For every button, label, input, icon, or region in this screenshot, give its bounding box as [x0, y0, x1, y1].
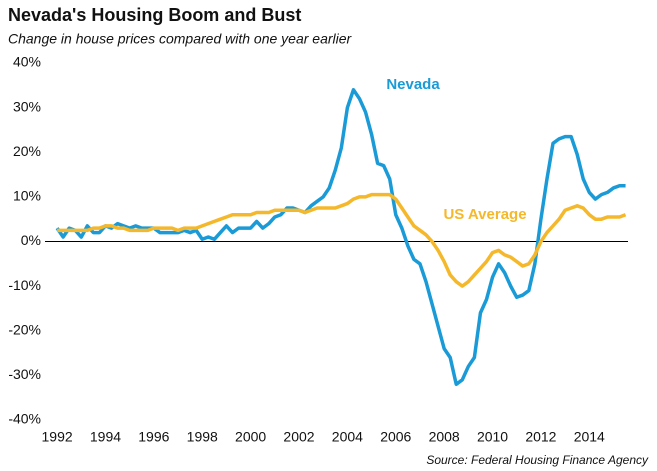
y-tick-label: -10%: [8, 277, 41, 293]
x-tick-label: 2014: [574, 429, 605, 445]
y-tick-label: 10%: [13, 188, 41, 204]
x-tick-label: 1996: [138, 429, 169, 445]
x-tick-label: 2008: [429, 429, 460, 445]
series-line: [57, 192, 627, 288]
y-tick-label: -30%: [8, 366, 41, 382]
series-label: US Average: [443, 206, 526, 223]
y-tick-label: -40%: [8, 411, 41, 427]
y-tick-label: -20%: [8, 321, 41, 337]
series-label: Nevada: [386, 76, 440, 93]
y-tick-label: 40%: [13, 54, 41, 70]
y-tick-label: 30%: [13, 98, 41, 114]
x-tick-label: 2010: [477, 429, 508, 445]
x-tick-label: 1994: [90, 429, 121, 445]
x-tick-label: 2000: [235, 429, 266, 445]
x-tick-label: 2012: [525, 429, 556, 445]
x-tick-label: 2004: [332, 429, 363, 445]
x-tick-label: 1992: [42, 429, 73, 445]
x-tick-label: 1998: [187, 429, 218, 445]
chart-subtitle: Change in house prices compared with one…: [8, 31, 353, 47]
chart-title: Nevada's Housing Boom and Bust: [8, 5, 301, 25]
y-tick-label: 20%: [13, 143, 41, 159]
y-tick-label: 0%: [21, 232, 41, 248]
x-tick-label: 2002: [283, 429, 314, 445]
series-line: [55, 88, 626, 387]
source: Source: Federal Housing Finance Agency: [426, 453, 649, 467]
x-tick-label: 2006: [380, 429, 411, 445]
